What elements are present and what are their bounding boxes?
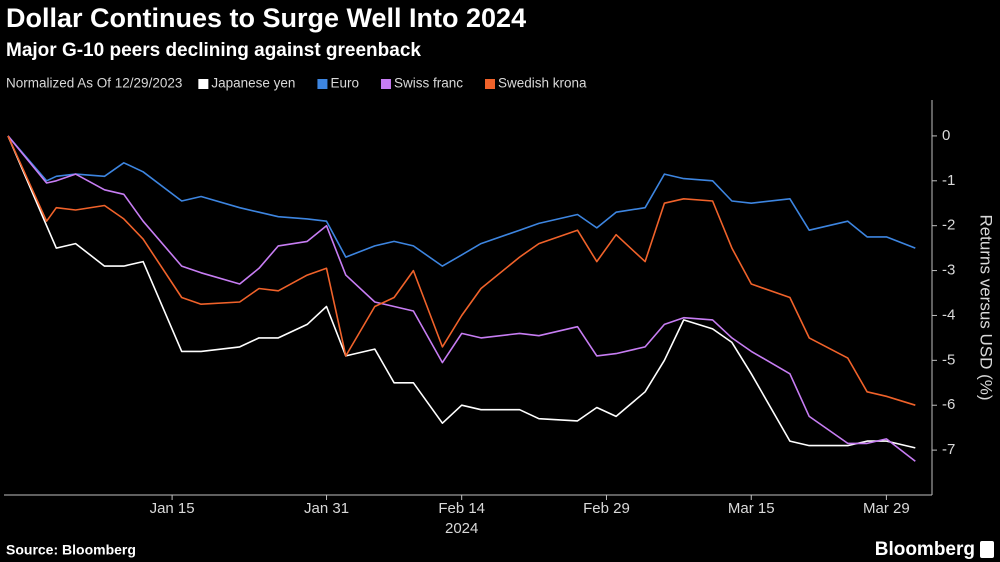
x-tick-label: Feb 29 xyxy=(583,500,630,517)
y-tick-label: -6 xyxy=(942,396,955,413)
x-year-label: 2024 xyxy=(445,520,478,537)
y-tick-label: -5 xyxy=(942,351,955,368)
legend-title: Normalized As Of 12/29/2023 xyxy=(6,76,182,91)
x-tick-label: Mar 15 xyxy=(728,500,775,517)
logo-icon xyxy=(980,541,994,558)
legend-swatch xyxy=(380,79,391,89)
y-tick-label: -3 xyxy=(942,262,955,279)
x-tick-label: Mar 29 xyxy=(863,500,910,517)
source: Source: Bloomberg xyxy=(6,542,136,558)
y-tick-label: -1 xyxy=(942,172,955,189)
y-axis-title: Returns versus USD (%) xyxy=(977,214,996,400)
chart-title: Dollar Continues to Surge Well Into 2024 xyxy=(6,3,526,33)
series-line xyxy=(7,135,916,462)
legend-swatch xyxy=(317,79,328,89)
y-tick-label: 0 xyxy=(942,127,950,144)
series-line xyxy=(7,135,916,449)
legend-label: Japanese yen xyxy=(211,76,295,91)
y-tick-label: -7 xyxy=(942,441,955,458)
logo: Bloomberg xyxy=(875,539,975,560)
y-tick-label: -2 xyxy=(942,217,955,234)
series-line xyxy=(7,135,916,406)
series-line xyxy=(7,135,916,267)
legend-swatch xyxy=(198,79,209,89)
x-tick-label: Jan 31 xyxy=(304,500,349,517)
y-tick-label: -4 xyxy=(942,306,955,323)
x-tick-label: Feb 14 xyxy=(438,500,485,517)
legend-label: Swedish krona xyxy=(498,76,587,91)
x-tick-label: Jan 15 xyxy=(150,500,195,517)
legend-label: Swiss franc xyxy=(394,76,463,91)
legend-label: Euro xyxy=(330,76,359,91)
chart-subtitle: Major G-10 peers declining against green… xyxy=(6,40,421,61)
legend-swatch xyxy=(485,79,495,89)
